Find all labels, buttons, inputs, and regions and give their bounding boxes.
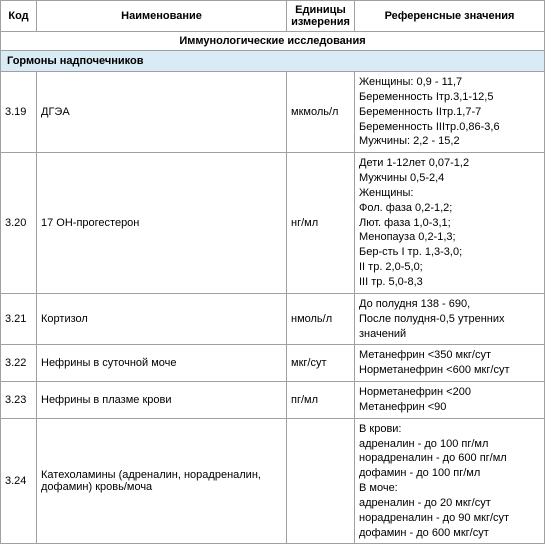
subsection-title: Гормоны надпочечников	[1, 51, 545, 72]
header-ref: Референсные значения	[355, 1, 545, 32]
lab-reference-table: Код Наименование Единицы измерения Рефер…	[0, 0, 545, 544]
cell-unit: мкмоль/л	[287, 72, 355, 153]
cell-code: 3.22	[1, 345, 37, 382]
cell-unit: мкг/сут	[287, 345, 355, 382]
table-row: 3.19 ДГЭА мкмоль/л Женщины: 0,9 - 11,7Бе…	[1, 72, 545, 153]
table-row: 3.22 Нефрины в суточной моче мкг/сут Мет…	[1, 345, 545, 382]
cell-name: Нефрины в суточной моче	[37, 345, 287, 382]
cell-unit: нг/мл	[287, 153, 355, 294]
section-title: Иммунологические исследования	[1, 32, 545, 51]
cell-ref: До полудня 138 - 690,После полудня-0,5 у…	[355, 293, 545, 345]
cell-ref: Норметанефрин <200Метанефрин <90	[355, 382, 545, 419]
cell-code: 3.23	[1, 382, 37, 419]
cell-ref: Метанефрин <350 мкг/сутНорметанефрин <60…	[355, 345, 545, 382]
header-unit: Единицы измерения	[287, 1, 355, 32]
cell-ref: Женщины: 0,9 - 11,7Беременность Iтр.3,1-…	[355, 72, 545, 153]
cell-code: 3.19	[1, 72, 37, 153]
table-row: 3.23 Нефрины в плазме крови пг/мл Нормет…	[1, 382, 545, 419]
subsection-row: Гормоны надпочечников	[1, 51, 545, 72]
cell-ref: Дети 1-12лет 0,07-1,2Мужчины 0,5-2,4Женщ…	[355, 153, 545, 294]
cell-code: 3.24	[1, 418, 37, 544]
cell-name: 17 ОН-прогестерон	[37, 153, 287, 294]
header-name: Наименование	[37, 1, 287, 32]
cell-unit	[287, 418, 355, 544]
table-row: 3.24 Катехоламины (адреналин, норадренал…	[1, 418, 545, 544]
cell-unit: пг/мл	[287, 382, 355, 419]
cell-name: Кортизол	[37, 293, 287, 345]
header-code: Код	[1, 1, 37, 32]
cell-code: 3.20	[1, 153, 37, 294]
cell-name: Катехоламины (адреналин, норадреналин, д…	[37, 418, 287, 544]
cell-name: Нефрины в плазме крови	[37, 382, 287, 419]
cell-code: 3.21	[1, 293, 37, 345]
cell-name: ДГЭА	[37, 72, 287, 153]
section-row: Иммунологические исследования	[1, 32, 545, 51]
cell-unit: нмоль/л	[287, 293, 355, 345]
table-header-row: Код Наименование Единицы измерения Рефер…	[1, 1, 545, 32]
cell-ref: В крови:адреналин - до 100 пг/млнорадрен…	[355, 418, 545, 544]
table-row: 3.20 17 ОН-прогестерон нг/мл Дети 1-12ле…	[1, 153, 545, 294]
table-row: 3.21 Кортизол нмоль/л До полудня 138 - 6…	[1, 293, 545, 345]
